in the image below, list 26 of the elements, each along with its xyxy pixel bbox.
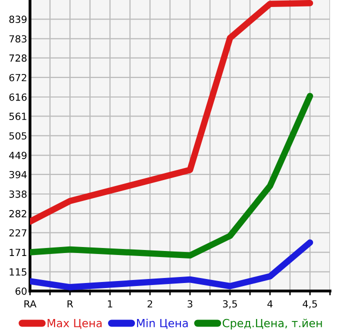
legend-label: Сред.Цена, т.йен — [222, 318, 322, 330]
x-tick-label: 3 — [188, 300, 192, 308]
y-tick-label: 728 — [9, 54, 27, 62]
x-tick-label: 3,5 — [223, 300, 237, 309]
y-tick-label: 783 — [9, 35, 26, 43]
legend-label: Max Цена — [48, 319, 102, 329]
x-tick-label: 4 — [267, 300, 273, 308]
x-tick-label: 2 — [148, 300, 152, 308]
y-tick-label: 171 — [10, 248, 26, 256]
y-tick-label: 449 — [9, 152, 27, 160]
y-tick-label: 394 — [9, 170, 27, 178]
y-tick-label: 672 — [9, 74, 26, 82]
y-tick-label: 338 — [9, 190, 27, 198]
y-tick-label: 282 — [9, 210, 26, 218]
x-tick-label: R — [68, 300, 74, 308]
x-tick-label: RA — [24, 300, 36, 308]
y-tick-label: 616 — [9, 93, 27, 101]
x-tick-label: 1 — [108, 300, 112, 308]
y-tick-label: 227 — [9, 229, 26, 236]
legend-label: Min Цена — [137, 318, 188, 329]
y-tick-label: 115 — [10, 268, 26, 276]
y-tick-label: 60 — [16, 287, 27, 295]
y-tick-label: 505 — [9, 132, 26, 140]
x-tick-label: 4,5 — [302, 300, 317, 309]
y-tick-label: 561 — [9, 112, 26, 120]
y-tick-label: 839 — [9, 16, 27, 24]
